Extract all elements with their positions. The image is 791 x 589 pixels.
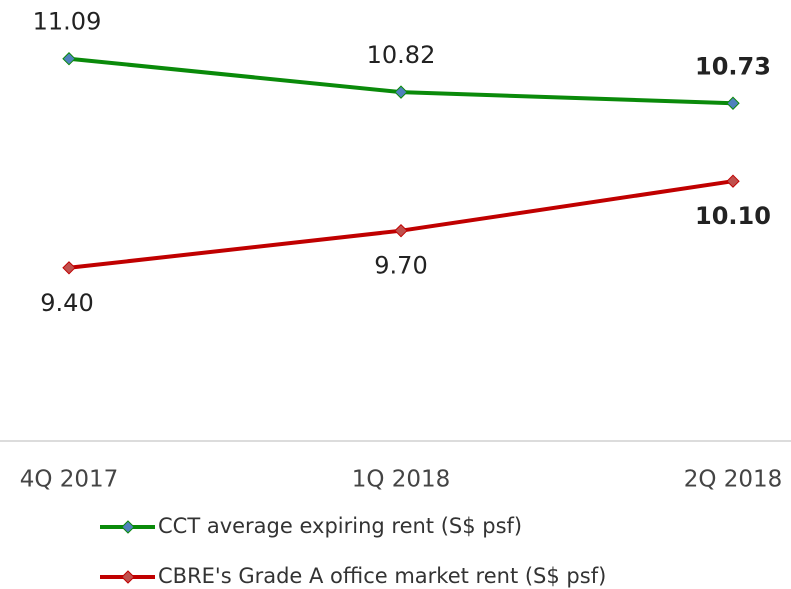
legend-label: CBRE's Grade A office market rent (S$ ps… xyxy=(158,564,606,588)
marker xyxy=(726,96,740,110)
marker xyxy=(394,85,408,99)
legend-marker xyxy=(121,570,135,584)
data-label: 11.09 xyxy=(33,8,102,36)
x-tick-label: 4Q 2017 xyxy=(20,467,119,493)
x-tick-label: 1Q 2018 xyxy=(352,467,451,493)
marker xyxy=(726,174,740,188)
data-label: 9.40 xyxy=(40,289,93,317)
data-label: 9.70 xyxy=(374,252,427,280)
marker xyxy=(394,223,408,238)
x-tick-label: 2Q 2018 xyxy=(684,467,783,493)
legend-label: CCT average expiring rent (S$ psf) xyxy=(158,514,522,538)
data-label: 10.73 xyxy=(695,52,771,80)
data-label: 10.10 xyxy=(695,202,771,230)
data-label: 10.82 xyxy=(367,41,436,69)
marker xyxy=(62,261,76,275)
legend-marker xyxy=(121,520,135,534)
marker xyxy=(62,52,76,66)
